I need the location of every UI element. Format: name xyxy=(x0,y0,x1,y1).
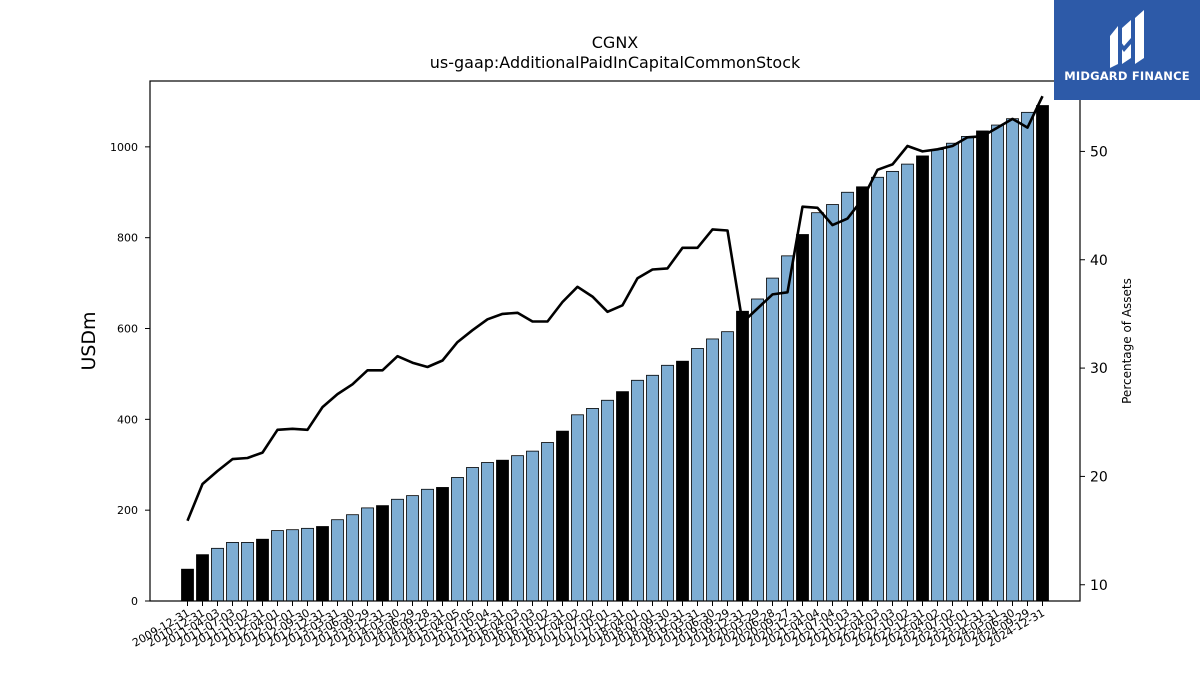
bar-2020-09-27 xyxy=(781,255,794,602)
bar-2021-07-04 xyxy=(826,204,839,602)
bar-2014-12-31 xyxy=(436,487,449,602)
bar-2017-10-01 xyxy=(601,399,614,602)
bar-2023-07-02 xyxy=(946,142,959,602)
bar-2020-12-31 xyxy=(796,234,809,602)
brand-name: MIDGARD FINANCE xyxy=(1064,69,1190,83)
bar-2021-12-31 xyxy=(856,186,869,602)
y-axis-label: USDm xyxy=(78,311,100,370)
bar-series xyxy=(181,105,1049,602)
bar-2010-12-31 xyxy=(196,554,209,602)
bar-2012-12-31 xyxy=(316,526,329,602)
bar-2021-04-04 xyxy=(811,212,824,602)
bar-2023-10-01 xyxy=(961,136,974,602)
y-tick-label: 400 xyxy=(117,413,138,426)
bar-2011-10-02 xyxy=(241,542,254,602)
bar-2022-10-02 xyxy=(901,163,914,602)
bar-2019-06-30 xyxy=(706,338,719,602)
y-tick-label: 1000 xyxy=(110,141,138,154)
bar-2024-09-29 xyxy=(1021,111,1034,602)
bar-2013-06-30 xyxy=(346,514,359,602)
y2-tick-label: 40 xyxy=(1090,253,1108,269)
y2-axis-label: Percentage of Assets xyxy=(1120,278,1134,404)
bar-2012-07-01 xyxy=(286,529,299,602)
y-tick-label: 800 xyxy=(117,232,138,245)
bar-2024-12-31 xyxy=(1036,105,1049,602)
bar-2011-07-03 xyxy=(226,542,239,602)
bar-2023-12-31 xyxy=(976,130,989,602)
bar-2016-10-02 xyxy=(541,442,554,602)
bar-2021-10-03 xyxy=(841,191,854,602)
bar-2014-06-29 xyxy=(406,495,419,602)
bar-2012-09-30 xyxy=(301,527,314,602)
y-tick-label: 600 xyxy=(117,323,138,336)
bar-2024-03-31 xyxy=(991,124,1004,602)
bar-2023-04-02 xyxy=(931,149,944,602)
bar-2013-03-31 xyxy=(331,519,344,602)
bar-2016-04-03 xyxy=(511,455,524,602)
bar-2024-06-30 xyxy=(1006,118,1019,602)
bar-2015-04-05 xyxy=(451,477,464,602)
chart-subtitle: us-gaap:AdditionalPaidInCapitalCommonSto… xyxy=(430,53,801,72)
y2-tick-label: 10 xyxy=(1090,578,1108,594)
bar-2014-09-28 xyxy=(421,488,434,602)
y2-tick-label: 20 xyxy=(1090,469,1108,485)
bar-2019-12-31 xyxy=(736,310,749,602)
bar-2015-07-05 xyxy=(466,467,479,602)
bar-2013-09-29 xyxy=(361,507,374,602)
bar-2015-10-04 xyxy=(481,462,494,602)
bar-2011-12-31 xyxy=(256,538,269,602)
chart-title: CGNX xyxy=(592,33,639,52)
bar-2019-03-31 xyxy=(691,348,704,602)
bar-2015-12-31 xyxy=(496,459,509,602)
bar-2018-07-01 xyxy=(646,374,659,602)
plot-frame xyxy=(149,80,1081,602)
bar-2012-04-01 xyxy=(271,530,284,602)
bar-2016-12-31 xyxy=(556,430,569,602)
bar-2009-12-31 xyxy=(181,568,194,602)
bar-2022-07-03 xyxy=(886,170,899,602)
bar-2022-12-31 xyxy=(916,155,929,602)
y-tick-label: 200 xyxy=(117,504,138,517)
bar-2017-04-02 xyxy=(571,414,584,602)
bar-2017-07-02 xyxy=(586,408,599,602)
midgard-logo-icon xyxy=(1110,10,1144,68)
bar-2020-03-29 xyxy=(751,298,764,602)
bar-2011-04-03 xyxy=(211,547,224,602)
bar-2017-12-31 xyxy=(616,391,629,602)
bar-2013-12-31 xyxy=(376,505,389,602)
y2-tick-label: 30 xyxy=(1090,361,1108,377)
bar-2020-06-28 xyxy=(766,277,779,602)
bar-2018-12-31 xyxy=(676,360,689,602)
percentage-of-assets-line xyxy=(186,95,1044,522)
line-series xyxy=(186,95,1044,522)
y-tick-label: 0 xyxy=(131,595,138,608)
bar-2022-04-03 xyxy=(871,176,884,602)
bar-2018-09-30 xyxy=(661,364,674,602)
bar-2019-09-29 xyxy=(721,331,734,602)
brand-logo: MIDGARD FINANCE xyxy=(1054,0,1200,100)
y2-tick-label: 50 xyxy=(1090,144,1108,160)
bar-2014-03-30 xyxy=(391,498,404,602)
bar-2016-07-03 xyxy=(526,450,539,602)
bar-2018-04-01 xyxy=(631,379,644,602)
